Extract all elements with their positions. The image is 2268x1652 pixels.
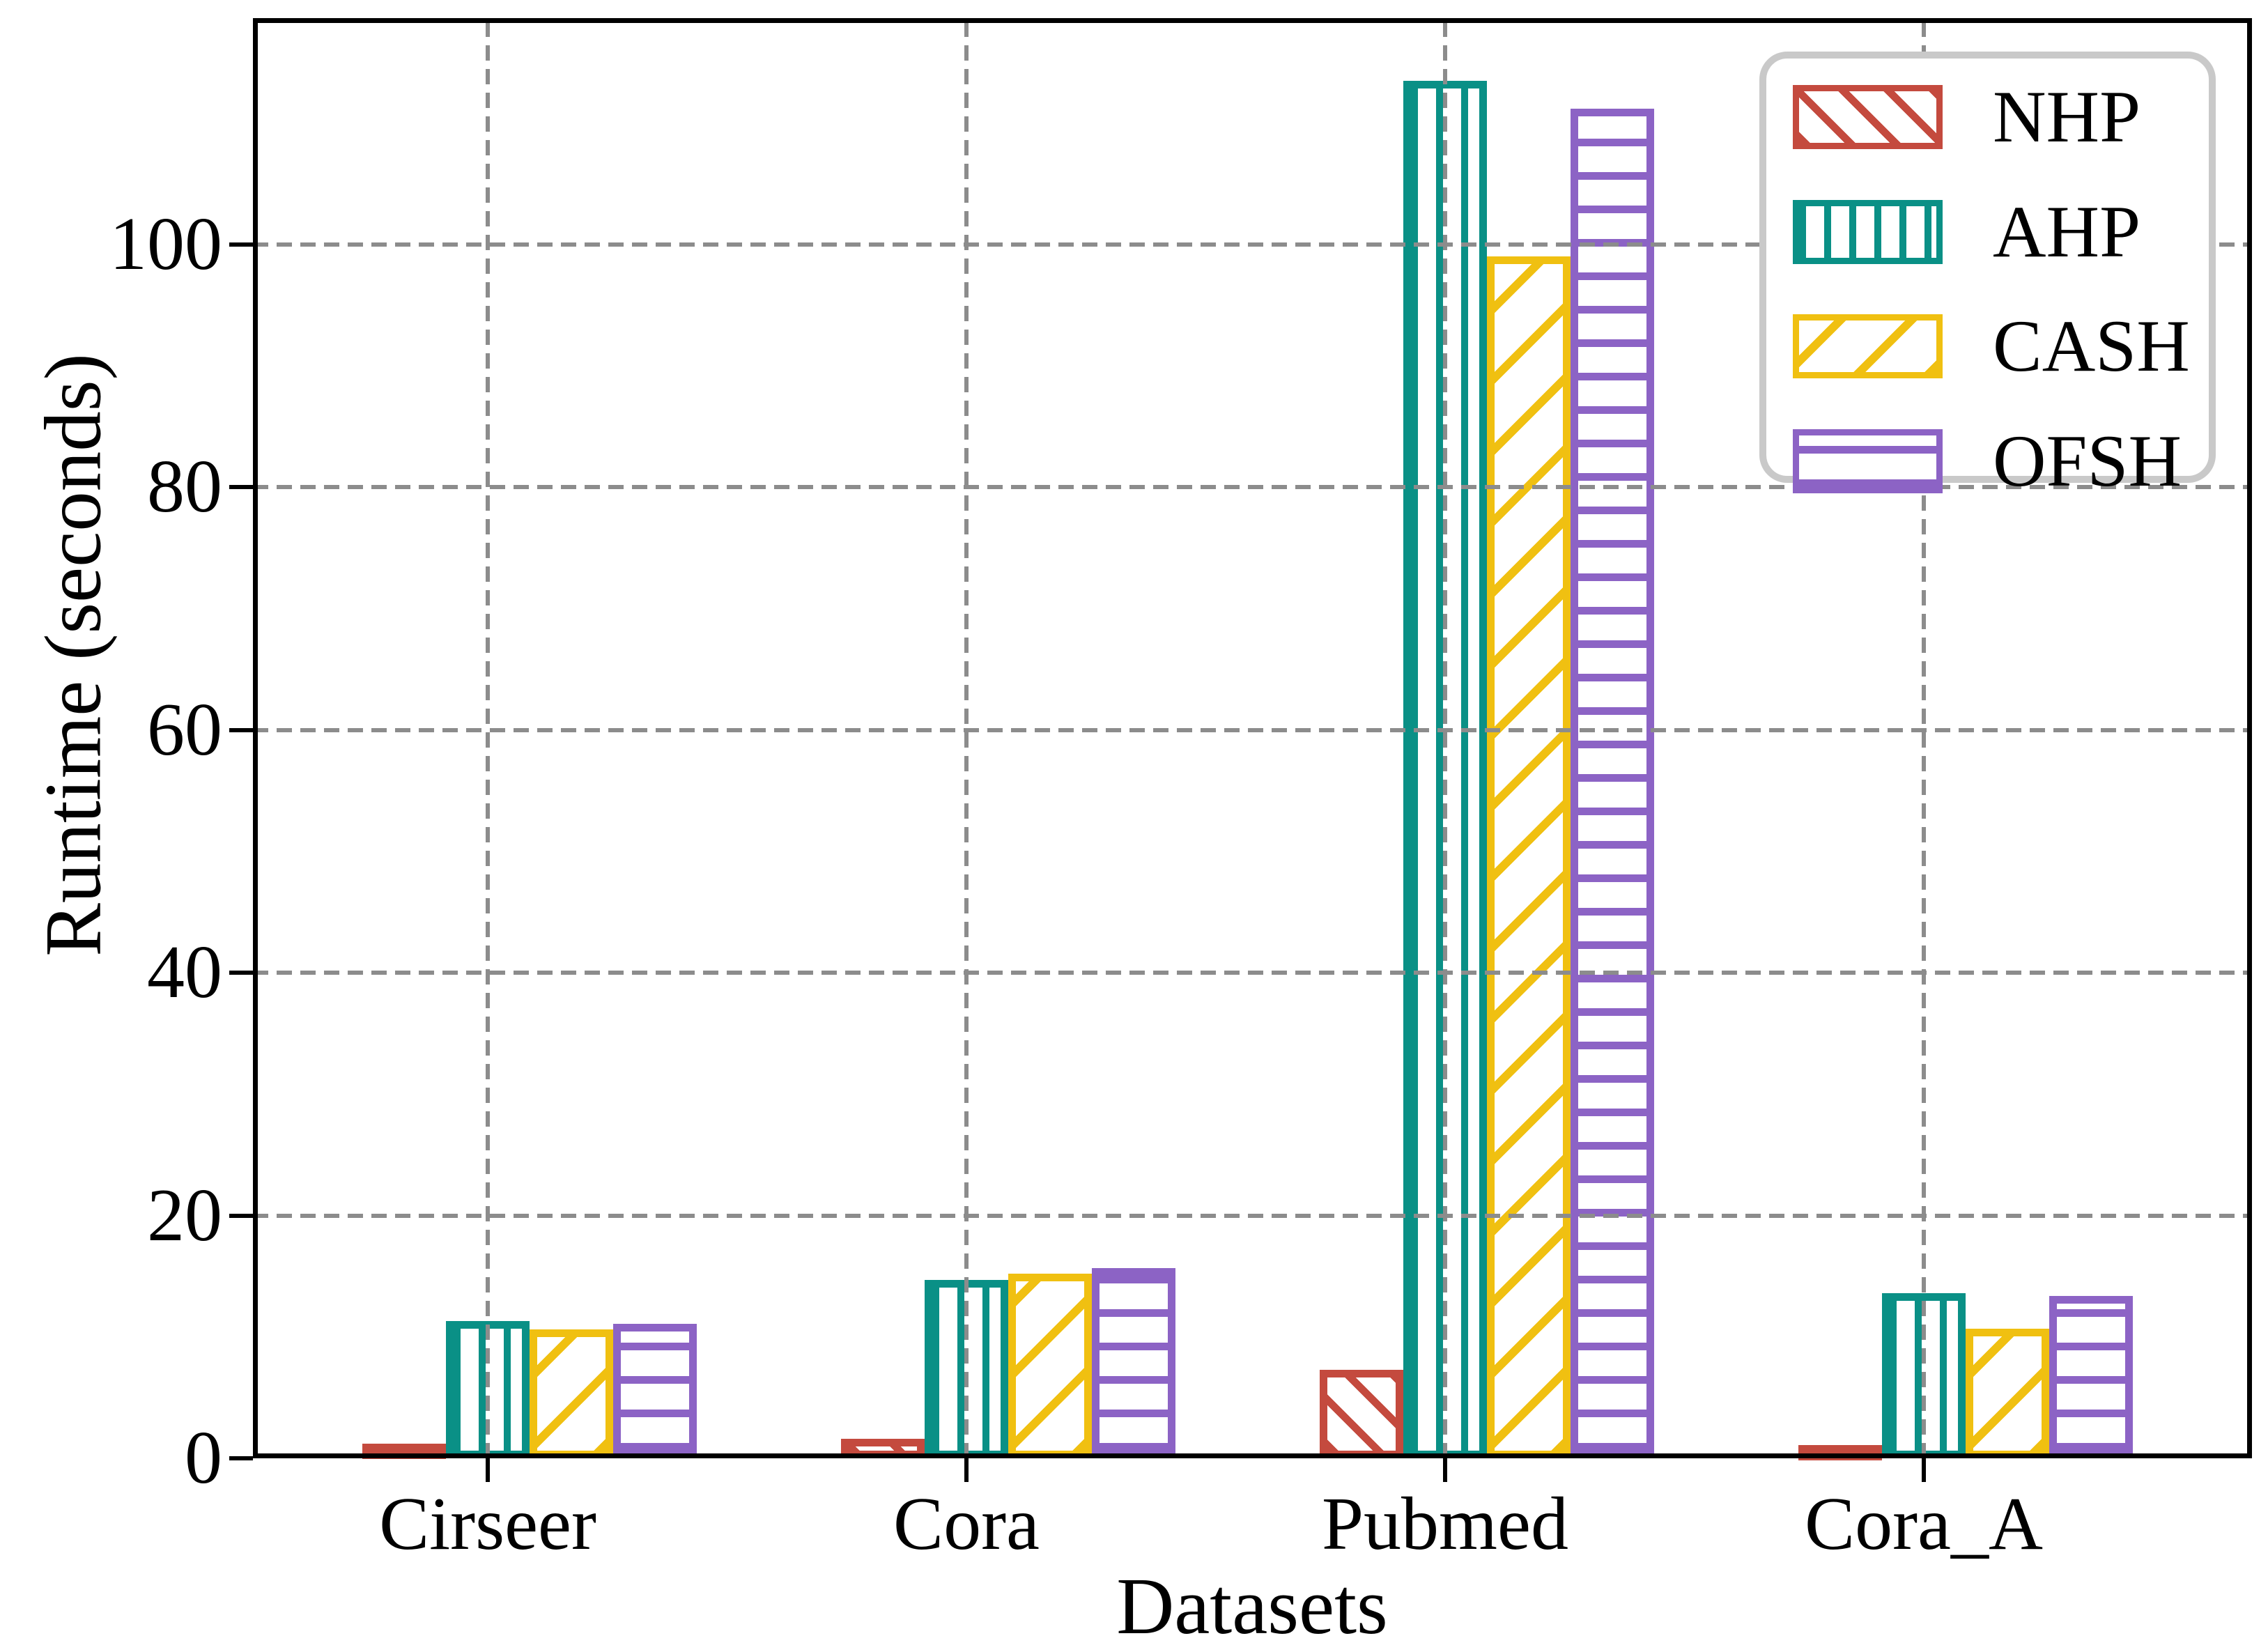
legend-item-OFSH: OFSH [1793,424,2182,498]
bar-CASH-Cora [1008,1274,1092,1458]
legend-label: NHP [1993,76,2141,157]
x-tick-mark [486,1458,490,1482]
y-tick-mark [229,1456,253,1460]
gridline-x-Cora_A [1922,18,1926,1458]
gridline-x-Cirseer [486,18,490,1458]
legend-label: CASH [1993,305,2190,387]
y-tick-mark [229,485,253,489]
gridline-y-100 [253,242,2252,247]
bar-NHP-Cirseer [362,1444,446,1459]
x-axis-label: Datasets [1116,1562,1388,1651]
diagonal-down-hatch-swatch [1793,314,1943,379]
x-tick-label: Pubmed [1321,1483,1568,1566]
y-tick-label: 60 [147,688,222,771]
y-tick-mark [229,1214,253,1218]
y-tick-mark [229,728,253,732]
x-tick-label: Cora [893,1483,1040,1566]
y-tick-mark [229,242,253,247]
gridline-y-20 [253,1214,2252,1218]
gridline-y-60 [253,728,2252,732]
bar-OFSH-Pubmed [1571,109,1654,1458]
y-tick-label: 20 [147,1174,222,1257]
bar-OFSH-Cirseer [613,1324,697,1458]
y-tick-mark [229,971,253,975]
gridline-y-80 [253,485,2252,489]
vertical-hatch-swatch [1793,199,1943,264]
diagonal-up-hatch-swatch [1793,85,1943,149]
y-tick-label: 40 [147,931,222,1014]
y-tick-label: 100 [109,203,222,286]
gridline-x-Cora [964,18,969,1458]
y-tick-label: 80 [147,445,222,528]
y-tick-label: 0 [185,1416,222,1499]
legend-item-CASH: CASH [1793,309,2190,383]
gridline-x-Pubmed [1443,18,1447,1458]
x-tick-mark [1443,1458,1447,1482]
bar-NHP-Pubmed [1320,1370,1403,1458]
x-tick-mark [1922,1458,1926,1482]
bar-CASH-Pubmed [1487,256,1571,1458]
x-tick-mark [964,1458,969,1482]
bar-OFSH-Cora_A [2049,1296,2133,1458]
horizontal-hatch-swatch [1793,429,1943,494]
bar-NHP-Cora [841,1439,925,1458]
x-tick-label: Cirseer [379,1483,596,1566]
legend-item-NHP: NHP [1793,80,2140,154]
legend-label: AHP [1993,190,2141,272]
gridline-y-40 [253,971,2252,975]
legend-box: NHP AHP CASH OFSH [1759,52,2216,498]
legend-item-AHP: AHP [1793,194,2140,268]
bar-CASH-Cora_A [1966,1329,2049,1458]
bar-CASH-Cirseer [530,1329,613,1458]
legend-label: OFSH [1993,420,2182,502]
y-axis-label: Runtime (seconds) [29,353,118,957]
bar-NHP-Cora_A [1798,1445,1882,1460]
bar-OFSH-Cora [1092,1268,1175,1458]
x-tick-label: Cora_A [1805,1483,2043,1566]
